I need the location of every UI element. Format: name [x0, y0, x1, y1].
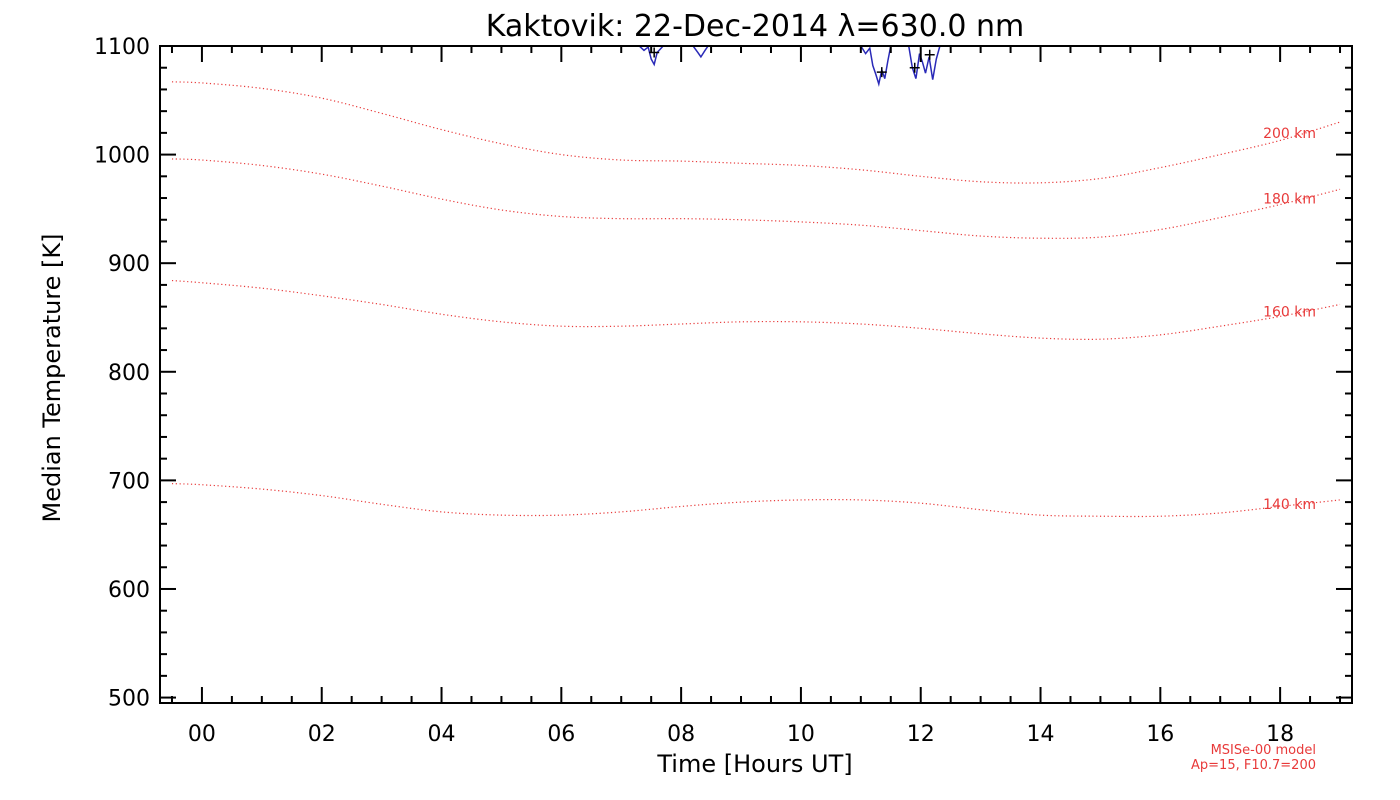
y-tick-label: 900	[108, 252, 150, 277]
observed-segment	[638, 46, 664, 67]
y-tick-labels: 500 600 700 800 900 1000 1100	[94, 35, 150, 712]
x-tick-label: 02	[308, 722, 336, 747]
y-axis-label: Median Temperature [K]	[38, 233, 66, 522]
x-tick-label: 14	[1027, 722, 1055, 747]
x-tick-label: 00	[188, 722, 216, 747]
plot-frame	[159, 45, 1353, 704]
plot-area: 200 km 180 km 160 km 140 km	[159, 45, 1353, 704]
model-curve-180-km	[171, 158, 1341, 239]
observed-data	[638, 46, 941, 87]
x-tick-label: 10	[787, 722, 815, 747]
y-tick-label: 1100	[94, 35, 150, 60]
observed-segment	[860, 46, 892, 87]
observed-marker	[876, 67, 887, 78]
model-curve-140-km	[171, 483, 1341, 518]
chart-title: Kaktovik: 22-Dec-2014 λ=630.0 nm	[486, 9, 1024, 44]
y-tick-label: 700	[108, 469, 150, 494]
observed-segment	[692, 46, 709, 59]
observed-marker	[924, 49, 935, 60]
curve-label-180-km: 180 km	[1263, 191, 1316, 207]
x-tick-label: 08	[667, 722, 695, 747]
y-tick-label: 1000	[94, 144, 150, 169]
model-note: MSISe-00 model	[1211, 743, 1316, 758]
observed-marker	[909, 62, 920, 73]
observed-segment	[908, 46, 941, 80]
axis-ticks	[160, 45, 1352, 703]
y-tick-label: 600	[108, 578, 150, 603]
x-tick-labels: 00 02 04 06 08 10 12 14 16 18	[188, 722, 1294, 747]
curve-labels: 200 km 180 km 160 km 140 km	[1263, 126, 1316, 513]
curve-label-140-km: 140 km	[1263, 497, 1316, 513]
x-tick-label: 18	[1266, 722, 1294, 747]
x-tick-label: 06	[547, 722, 575, 747]
curve-label-160-km: 160 km	[1263, 305, 1316, 321]
model-curves	[171, 81, 1341, 518]
y-tick-label: 800	[108, 361, 150, 386]
x-tick-label: 12	[907, 722, 935, 747]
x-tick-label: 04	[428, 722, 456, 747]
x-tick-label: 16	[1146, 722, 1174, 747]
params-note: Ap=15, F10.7=200	[1191, 758, 1316, 773]
curve-label-200-km: 200 km	[1263, 126, 1316, 142]
x-axis-label: Time [Hours UT]	[656, 750, 852, 778]
model-curve-200-km	[171, 81, 1341, 184]
y-tick-label: 500	[108, 687, 150, 712]
model-curve-160-km	[171, 279, 1341, 340]
